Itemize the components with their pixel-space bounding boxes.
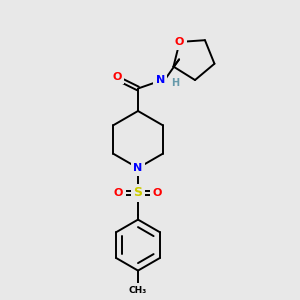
Text: O: O (114, 188, 123, 198)
Text: O: O (112, 71, 122, 82)
Text: H: H (171, 78, 179, 88)
Text: N: N (156, 75, 165, 85)
Text: CH₃: CH₃ (129, 286, 147, 295)
Text: O: O (175, 37, 184, 47)
Text: S: S (134, 186, 142, 199)
Text: N: N (134, 163, 142, 173)
Text: O: O (153, 188, 162, 198)
